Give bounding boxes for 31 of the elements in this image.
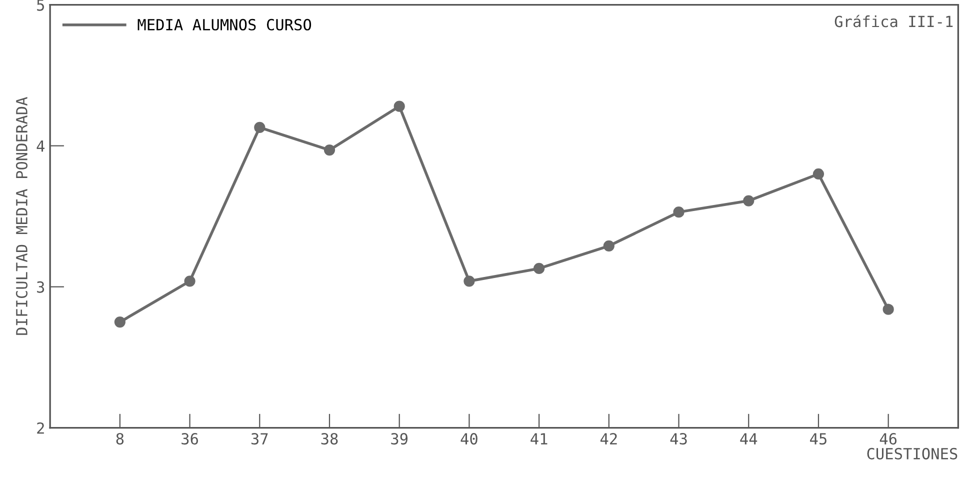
x-tick-label: 46	[880, 433, 897, 445]
point	[812, 168, 824, 180]
y-tick-label: 3	[37, 281, 44, 293]
point	[394, 100, 405, 112]
x-tick-label: 38	[321, 433, 338, 445]
y-tick-label: 4	[36, 140, 44, 152]
point	[464, 276, 475, 287]
y-axis-title: DIFICULTAD MEDIA PONDERADA	[16, 96, 28, 335]
x-tick-label: 45	[810, 433, 826, 445]
x-axis-title: CUESTIONES	[867, 448, 958, 460]
point	[743, 195, 754, 206]
x-tick-label: 8	[116, 433, 124, 445]
x-tick-label: 41	[530, 433, 548, 444]
point	[882, 304, 894, 315]
x-tick-label: 44	[740, 433, 758, 444]
point	[254, 122, 266, 134]
x-tick-label: 37	[251, 433, 268, 445]
point	[534, 262, 545, 274]
x-tick-label: 39	[391, 433, 408, 445]
x-tick-label: 36	[182, 433, 198, 445]
x-tick-label: 43	[670, 433, 687, 445]
point	[603, 240, 614, 252]
point	[673, 206, 684, 218]
y-tick-label: 2	[37, 422, 44, 434]
point	[114, 316, 126, 328]
point	[324, 144, 336, 156]
x-tick-label: 42	[600, 433, 617, 444]
legend-label: MEDIA ALUMNOS CURSO	[138, 18, 312, 30]
x-tick-label: 40	[460, 433, 478, 445]
point	[184, 276, 196, 287]
annotation: Gráfica III-1	[834, 14, 953, 28]
